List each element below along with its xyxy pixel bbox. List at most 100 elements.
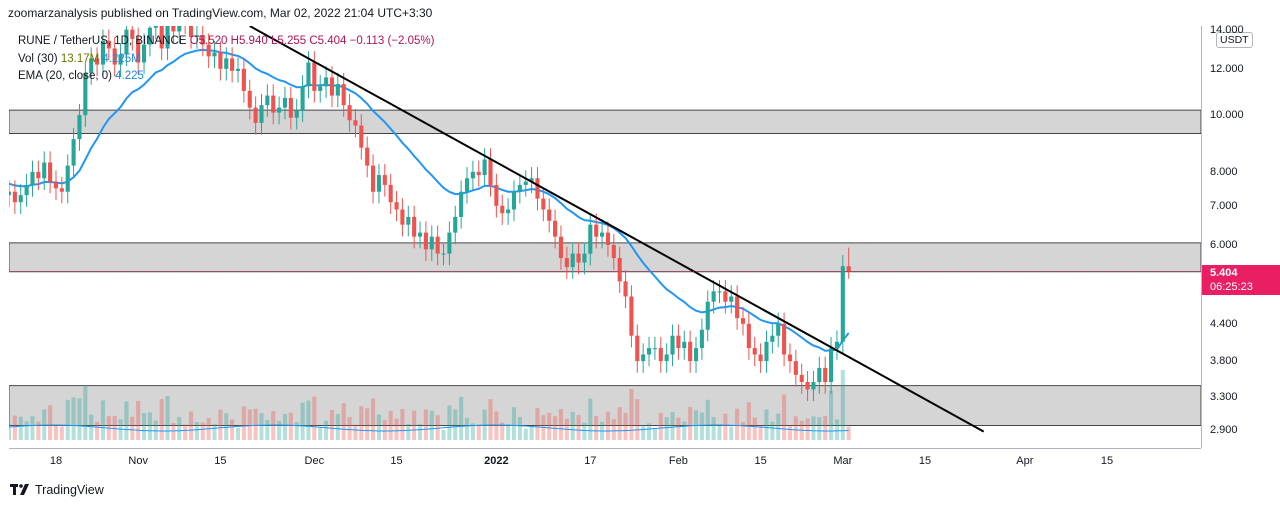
volume-bar	[183, 424, 188, 440]
candle	[106, 29, 111, 61]
candle-body	[406, 216, 411, 225]
candle-body	[95, 58, 100, 65]
volume-bar	[141, 412, 147, 440]
candle-body	[200, 35, 205, 45]
candle	[341, 72, 346, 117]
candle	[746, 312, 751, 360]
ema-label[interactable]: EMA (20, close, 0)	[18, 70, 112, 82]
volume-bar	[65, 399, 70, 440]
candle	[365, 136, 370, 178]
volume-bar	[241, 406, 246, 440]
candle-body	[782, 323, 787, 355]
candle	[247, 79, 252, 120]
candle	[705, 290, 710, 342]
price-chart[interactable]	[9, 26, 1201, 448]
candle	[318, 75, 323, 103]
candle	[136, 27, 141, 75]
candle-body	[535, 178, 540, 199]
volume-bar	[18, 416, 23, 440]
ema-line	[9, 48, 850, 352]
volume-bar	[406, 424, 411, 440]
volume-bar	[494, 411, 499, 440]
candle-body	[412, 216, 417, 237]
price-tick: 3.300	[1210, 390, 1238, 403]
volume-bar	[400, 408, 405, 440]
candle-body	[623, 281, 628, 297]
candle	[423, 221, 428, 261]
volume-bar	[441, 430, 446, 440]
price-tick: 14.000	[1210, 23, 1244, 36]
volume-bar	[188, 411, 194, 440]
candle	[723, 280, 728, 314]
volume-ma-line	[9, 424, 849, 432]
volume-bar	[48, 405, 53, 440]
price-scale[interactable]: USDT 5.404 06:25:23 14.000 12.000 10.000 8.…	[1201, 23, 1280, 448]
volume-bar	[617, 407, 622, 440]
candle	[65, 154, 70, 204]
candle	[558, 225, 564, 270]
candle-body	[523, 181, 528, 185]
candle-body	[400, 209, 405, 225]
candle	[9, 180, 12, 207]
candle-body	[241, 68, 246, 91]
volume-bar	[253, 408, 258, 440]
candle	[635, 324, 640, 373]
candle	[253, 96, 258, 135]
candle	[294, 98, 299, 130]
candle-body	[758, 354, 763, 362]
candle-body	[318, 86, 323, 91]
chart-pane[interactable]	[9, 26, 1201, 448]
volume-bar	[376, 414, 381, 440]
candle	[218, 41, 223, 81]
candle-body	[652, 348, 657, 350]
candle-body	[324, 77, 329, 87]
candle	[159, 26, 164, 61]
candle	[400, 198, 405, 237]
candle-body	[277, 107, 282, 113]
volume-bar	[711, 417, 716, 440]
candle	[447, 221, 452, 266]
candle-body	[394, 202, 399, 210]
time-tick: 15	[214, 455, 227, 467]
volume-bar	[547, 412, 552, 440]
candle-body	[511, 191, 517, 210]
candle-body	[723, 291, 728, 302]
tradingview-logo[interactable]: TradingView	[10, 483, 104, 497]
candle	[394, 191, 399, 222]
symbol-title[interactable]: RUNE / TetherUS, 1D, BINANCE	[18, 35, 187, 47]
currency-badge[interactable]: USDT	[1216, 32, 1253, 48]
candle-body	[130, 29, 135, 39]
descending-trendline	[249, 26, 985, 433]
candle-body	[429, 236, 434, 250]
volume-bar	[529, 426, 534, 440]
volume-label[interactable]: Vol (30)	[18, 53, 58, 65]
time-tick: Nov	[128, 455, 148, 467]
candle-body	[417, 232, 423, 237]
candle	[212, 41, 217, 69]
candle-body	[476, 171, 481, 176]
time-tick: Apr	[1016, 455, 1034, 467]
candle-body	[641, 354, 646, 362]
volume-bar	[359, 406, 364, 440]
candle-body	[83, 73, 88, 116]
volume-bar	[265, 420, 270, 440]
candle-body	[347, 105, 352, 121]
candle-body	[282, 97, 288, 108]
time-tick: 15	[390, 455, 403, 467]
candle	[564, 246, 569, 279]
ohlc-change: −0.113 (−2.05%)	[349, 35, 435, 47]
candle	[83, 61, 88, 127]
candle-body	[793, 361, 798, 375]
symbol-legend: RUNE / TetherUS, 1D, BINANCE O5.520 H5.9…	[18, 35, 434, 47]
candle-body	[59, 188, 64, 192]
candle	[729, 285, 734, 314]
candle	[764, 330, 769, 373]
time-scale[interactable]: 18 Nov 15 Dec 15 2022 17 Feb 15 Mar 15 Apr 15	[9, 448, 1201, 475]
candle	[329, 66, 335, 108]
volume-bar	[365, 408, 370, 440]
candle-body	[423, 232, 428, 250]
ohlc-close: C5.404	[309, 35, 347, 47]
candle-body	[147, 27, 152, 45]
candle	[805, 370, 810, 402]
last-price-label: 5.404 06:25:23	[1202, 264, 1280, 295]
